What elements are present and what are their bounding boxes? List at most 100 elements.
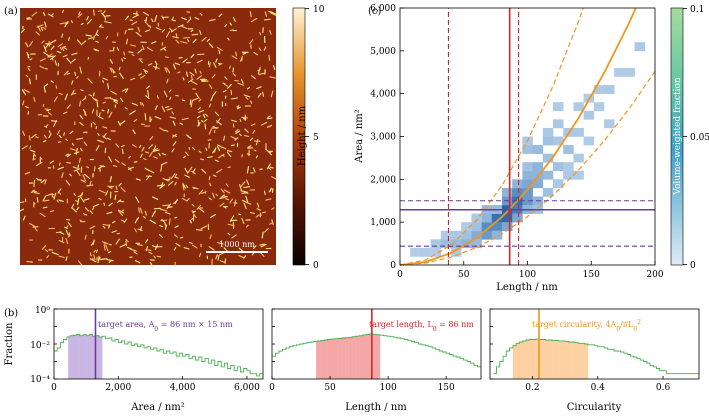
afm-particle	[204, 113, 209, 117]
circularity-shaded-bin	[571, 342, 576, 379]
heatmap-cell	[471, 239, 482, 249]
heatmap-xtick-label: 150	[583, 270, 600, 280]
afm-particle	[253, 149, 257, 152]
heatmap-cell	[593, 85, 605, 94]
afm-particle	[146, 85, 150, 89]
afm-particle	[219, 202, 225, 207]
afm-particle	[82, 174, 86, 182]
afm-particle	[222, 82, 226, 85]
length-shaded-bin	[359, 335, 363, 379]
afm-particle	[152, 145, 157, 153]
heatmap-cell	[542, 153, 554, 163]
afm-particle	[212, 192, 215, 199]
afm-particle	[215, 254, 218, 260]
afm-particle	[216, 120, 222, 126]
afm-particle	[139, 59, 143, 64]
heatmap-cell	[451, 230, 462, 240]
afm-particle	[191, 33, 199, 36]
afm-particle	[153, 255, 156, 259]
afm-particle	[147, 89, 150, 97]
histogram-ytick: 10⁰	[35, 306, 50, 316]
afm-particle	[84, 207, 90, 212]
afm-particle	[21, 145, 28, 150]
afm-particle	[261, 231, 264, 239]
afm-particle	[108, 224, 111, 229]
afm-particle	[58, 191, 62, 195]
afm-particle	[156, 255, 162, 258]
afm-particle	[208, 128, 212, 135]
afm-particle	[198, 252, 202, 258]
afm-particle	[95, 145, 100, 151]
afm-particle	[158, 233, 163, 238]
afm-particle	[192, 186, 199, 190]
heatmap-cell	[563, 170, 574, 180]
heatmap-ytick-label: 1,000	[370, 218, 396, 228]
afm-particle	[42, 103, 45, 107]
afm-particle	[160, 164, 163, 172]
afm-particle	[108, 250, 112, 254]
afm-particle	[172, 120, 176, 126]
heatmap-cell	[583, 110, 595, 120]
heatmap-cell	[481, 213, 493, 223]
length-xlabel: Length / nm	[345, 402, 407, 413]
afm-particle	[24, 171, 31, 175]
afm-particle	[191, 146, 196, 151]
afm-particle	[169, 96, 172, 101]
heatmap-xtick-label: 200	[646, 270, 663, 280]
afm-particle	[128, 155, 131, 159]
afm-particle	[57, 166, 64, 170]
afm-particle	[269, 187, 272, 192]
afm-particle	[255, 155, 258, 159]
afm-particle	[189, 71, 195, 77]
histogram-ytick: 10⁻²	[30, 341, 50, 351]
afm-particle	[131, 21, 138, 26]
afm-particle	[249, 39, 254, 45]
area-shaded-bin	[73, 335, 77, 379]
afm-particle	[223, 135, 226, 141]
circularity-shaded-bin	[552, 340, 556, 379]
afm-particle	[35, 136, 39, 139]
afm-particle	[71, 142, 75, 146]
length-histogram-line	[272, 333, 481, 368]
afm-particle	[265, 198, 272, 201]
afm-particle	[93, 249, 97, 253]
afm-particle	[89, 225, 96, 230]
heatmap-cell	[512, 187, 523, 197]
afm-particle	[34, 226, 38, 232]
heatmap-ytick-label: 5,000	[370, 47, 396, 57]
afm-particle	[246, 86, 251, 90]
afm-particle	[218, 49, 221, 55]
afm-particle	[245, 201, 252, 205]
heatmap-cell	[522, 179, 533, 189]
afm-particle	[78, 260, 83, 266]
afm-particle	[229, 22, 232, 26]
afm-particle	[139, 226, 142, 231]
heatmap-cell	[542, 136, 554, 146]
afm-particle	[33, 153, 37, 157]
afm-particle	[106, 211, 113, 215]
afm-particle	[57, 43, 63, 48]
afm-particle	[209, 18, 216, 22]
afm-particle	[42, 140, 47, 143]
afm-particle	[36, 197, 39, 203]
afm-particle	[182, 183, 185, 191]
afm-particle	[75, 147, 78, 155]
afm-particle	[223, 189, 231, 194]
afm-particle	[173, 247, 177, 251]
afm-particle	[206, 38, 210, 42]
heatmap-cell	[420, 247, 431, 257]
afm-particle	[141, 102, 145, 107]
heatmap-cell	[604, 119, 615, 129]
afm-particle	[102, 223, 110, 226]
afm-particle	[154, 116, 162, 120]
heatmap-cell	[553, 179, 564, 189]
afm-particle	[260, 243, 267, 248]
afm-particle	[166, 78, 169, 84]
afm-particle	[235, 51, 237, 57]
afm-particle	[40, 179, 46, 184]
afm-particle	[216, 46, 223, 51]
afm-particle	[209, 234, 212, 240]
afm-particle	[238, 254, 245, 259]
afm-particle	[129, 110, 136, 115]
heatmap-cell	[522, 162, 533, 172]
